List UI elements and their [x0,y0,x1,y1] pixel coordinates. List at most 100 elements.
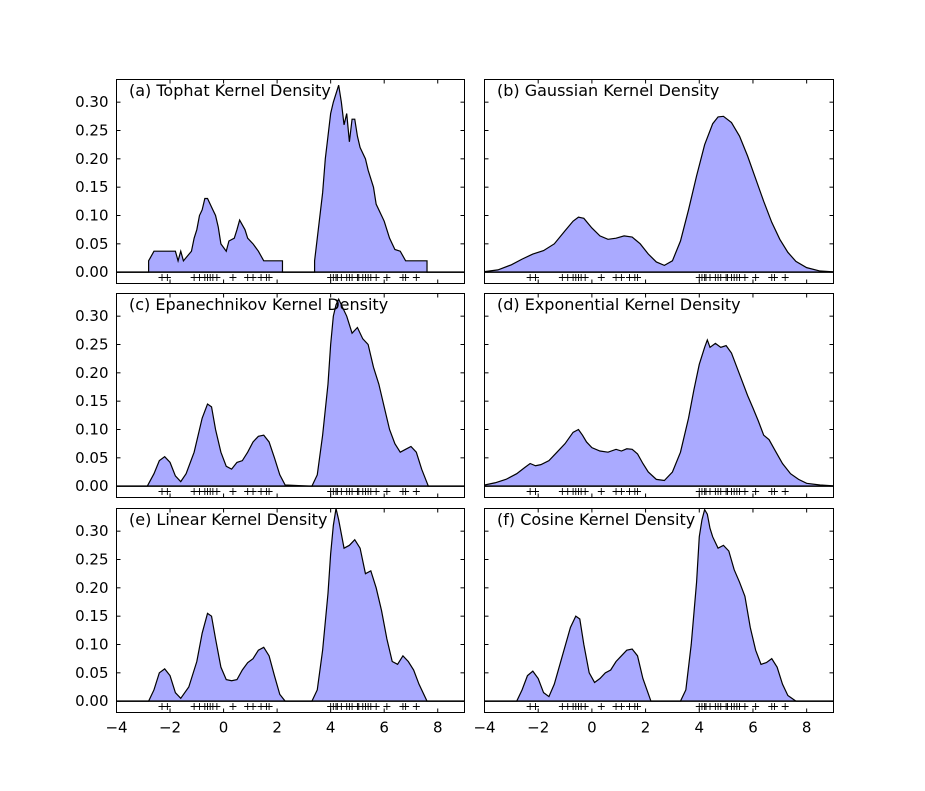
y-tick-label: 0.30 [75,93,108,111]
y-tick-label: 0.25 [75,336,108,354]
density-fill [116,508,465,702]
y-tick-label: 0.15 [75,392,108,410]
rug-marker [402,703,410,710]
panel-tophat: 0.00 0.05 0.10 0.15 0.20 0.25 0.30 (a) Tophat K… [75,79,465,284]
density-fill [116,85,465,273]
x-tick-label: 0 [587,719,597,737]
rug-marker [412,703,420,710]
rug-marker [597,274,605,281]
y-tick-label: 0.10 [75,636,108,654]
plot-area [116,84,465,281]
rug-marker [617,274,625,281]
rug-marker [229,488,237,495]
y-tick-label: 0.00 [75,263,108,281]
rug-marker [752,703,760,710]
panel-title: (f) Cosine Kernel Density [497,510,695,529]
rug-marker [383,274,391,281]
plot-area [484,338,834,495]
rug-marker [229,274,237,281]
rug-marker [412,274,420,281]
rug-marker [163,274,171,281]
y-tick-label: 0.20 [75,579,108,597]
rug-marker [617,488,625,495]
y-tick-label: 0.15 [75,178,108,196]
y-tick-label: 0.05 [75,449,108,467]
x-tick-label: −4 [105,719,127,737]
x-tick-label: −2 [159,719,181,737]
axes-frame [484,79,834,284]
x-tick-label: 2 [272,719,282,737]
density-curve [484,508,834,702]
y-tick-label: 0.15 [75,607,108,625]
panel-title: (e) Linear Kernel Density [129,510,327,529]
rug-marker [634,703,642,710]
rug-marker [634,488,642,495]
x-tick-label: −4 [473,719,495,737]
density-fill [484,339,834,487]
rug-marker [581,274,589,281]
y-tick-label: 0.20 [75,364,108,382]
panel-epanechnikov: 0.00 0.05 0.10 0.15 0.20 0.25 0.30 (c) Epanechn… [75,293,465,498]
density-curve [484,115,834,273]
axes-frame [484,293,834,498]
y-tick-label: 0.25 [75,551,108,569]
y-tick-label: 0.10 [75,207,108,225]
axes-frame [116,508,465,713]
y-tick-label: 0.30 [75,522,108,540]
rug-marker [597,703,605,710]
x-tick-label: 6 [379,719,389,737]
panel-gaussian: (b) Gaussian Kernel Density [484,79,834,284]
x-tick-label: 4 [326,719,336,737]
y-tick-label: 0.05 [75,664,108,682]
rug-marker [532,703,540,710]
rug-marker [213,488,221,495]
density-fill [484,116,834,273]
rug-marker [372,488,380,495]
x-tick-label: 8 [802,719,812,737]
panel-title: (a) Tophat Kernel Density [129,81,331,100]
rug-marker [402,274,410,281]
rug-marker [741,703,749,710]
y-tick-label: 0.25 [75,122,108,140]
rug-marker [617,703,625,710]
plot-area [484,508,834,710]
axes-frame [116,293,465,498]
rug-marker [402,488,410,495]
y-tick-label: 0.05 [75,235,108,253]
y-tick-label: 0.30 [75,307,108,325]
rug-marker [741,488,749,495]
rug-marker [781,274,789,281]
y-tick-label: 0.00 [75,477,108,495]
rug-marker [213,703,221,710]
rug-marker [634,274,642,281]
rug-marker [781,488,789,495]
rug-marker [741,274,749,281]
rug-marker [597,488,605,495]
panel-linear: 0.00 0.05 0.10 0.15 0.20 0.25 0.30 −4 −2 0 2 4 6 8 (e)… [75,508,465,737]
rug-marker [412,488,420,495]
rug-marker [532,488,540,495]
rug-marker [752,488,760,495]
panel-title: (c) Epanechnikov Kernel Density [129,295,388,314]
panel-exponential: (d) Exponential Kernel Density [484,293,834,498]
axes-frame [116,79,465,284]
rug-marker [249,274,257,281]
rug-marker [752,274,760,281]
rug-marker [265,703,273,710]
rug-marker [770,703,778,710]
density-fill [116,299,465,487]
x-tick-label: 4 [694,719,704,737]
rug-marker [163,703,171,710]
plot-area [116,297,465,495]
y-tick-label: 0.10 [75,421,108,439]
rug-marker [781,703,789,710]
rug-marker [372,274,380,281]
rug-marker [265,274,273,281]
rug-marker [372,703,380,710]
rug-marker [383,488,391,495]
y-tick-label: 0.20 [75,150,108,168]
rug-marker [229,703,237,710]
x-tick-label: 6 [748,719,758,737]
rug-marker [532,274,540,281]
